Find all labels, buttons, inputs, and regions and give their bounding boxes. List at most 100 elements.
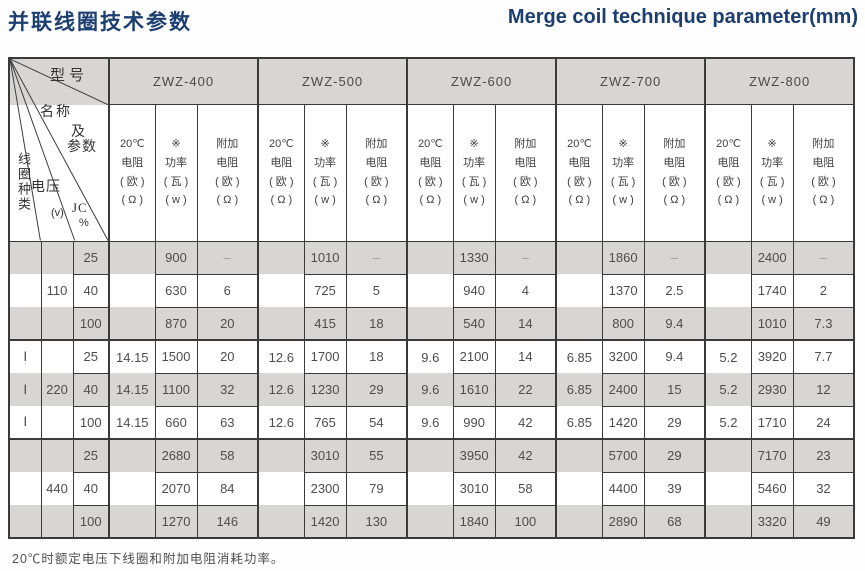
jc-cell: 25 [72, 240, 110, 275]
model-header-row: 型号 名称 及 参数 线圈种类 电压 (v) JC % ZWZ-400 ZWZ-… [8, 57, 855, 242]
power-cell: 1710 [750, 405, 794, 440]
extra-resistance-cell: 20 [196, 339, 259, 374]
power-cell: 3200 [601, 339, 645, 374]
subheader-resistance: 20℃ 电阻 ( 欧 ) ( Ω ) [704, 103, 752, 242]
extra-resistance-cell: 23 [792, 438, 855, 473]
subheader-line: ※ [171, 138, 181, 151]
power-cell: 2070 [154, 471, 198, 506]
resistance-cell: 6.85 [555, 339, 603, 373]
subheader-line: 附加 [514, 138, 537, 151]
subheader-line: ( 欧 ) [215, 175, 240, 188]
resistance-cell: 9.6 [406, 339, 454, 373]
resistance-cell [257, 240, 305, 274]
extra-resistance-cell: 58 [494, 471, 557, 506]
power-cell: 765 [303, 405, 347, 440]
subheader-power: ※ 功率 ( 瓦 ) ( w ) [452, 103, 496, 242]
table-row: 110 40 630 6 725 5 940 4 1370 2.5 1740 2 [8, 273, 855, 308]
voltage-cell [40, 240, 74, 274]
subheader-power: ※ 功率 ( 瓦 ) ( w ) [750, 103, 794, 242]
subheader-resistance: 20℃ 电阻 ( 欧 ) ( Ω ) [555, 103, 603, 242]
corner-label-model: 型号 [50, 67, 89, 84]
subheader-line: 20℃ [567, 138, 592, 151]
subheader-resistance: 20℃ 电阻 ( 欧 ) ( Ω ) [257, 103, 305, 242]
model-header-zwz400: ZWZ-400 [108, 57, 259, 105]
power-cell: 1700 [303, 339, 347, 374]
table-row: 25 900 – 1010 – 1330 – 1860 – 2400 – [8, 240, 855, 275]
power-cell: 940 [452, 273, 496, 308]
voltage-cell [40, 339, 74, 373]
subheader-line: 附加 [812, 138, 835, 151]
extra-resistance-cell: 130 [345, 504, 408, 539]
voltage-cell: 110 [40, 273, 74, 307]
extra-resistance-cell: 84 [196, 471, 259, 506]
resistance-cell: 14.15 [108, 339, 156, 373]
power-cell: 3920 [750, 339, 794, 374]
subheader-line: 电阻 [121, 156, 144, 169]
power-cell: 2300 [303, 471, 347, 506]
jc-cell: 100 [72, 504, 110, 539]
subheader-power: ※ 功率 ( 瓦 ) ( w ) [303, 103, 347, 242]
voltage-cell [40, 306, 74, 341]
extra-resistance-cell: 32 [196, 372, 259, 407]
power-cell: 2400 [750, 240, 794, 275]
extra-resistance-cell: 20 [196, 306, 259, 341]
coil-type-cell [8, 240, 42, 274]
resistance-cell: 5.2 [704, 372, 752, 406]
corner-label-percent: % [79, 217, 89, 229]
subheader-line: ( Ω ) [514, 194, 537, 207]
resistance-cell: 6.85 [555, 372, 603, 406]
subheader-line: ※ [469, 138, 479, 151]
subheader-extra-resistance: 附加 电阻 ( 欧 ) ( Ω ) [643, 103, 706, 242]
extra-resistance-cell: 42 [494, 438, 557, 473]
subheader-line: ( Ω ) [663, 194, 686, 207]
subheader-line: 附加 [663, 138, 686, 151]
subheader-line: ( 瓦 ) [461, 175, 487, 188]
extra-resistance-cell: – [643, 240, 706, 275]
model-header-zwz500: ZWZ-500 [257, 57, 408, 105]
extra-resistance-cell: 4 [494, 273, 557, 308]
subheader-line: 电阻 [568, 156, 591, 169]
resistance-cell [406, 471, 454, 505]
jc-cell: 25 [72, 438, 110, 473]
corner-label-voltage-unit: (v) [51, 207, 64, 219]
extra-resistance-cell: 54 [345, 405, 408, 440]
power-cell: 1420 [303, 504, 347, 539]
coil-type-cell [8, 438, 42, 472]
extra-resistance-cell: 12 [792, 372, 855, 407]
subheader-line: ( 欧 ) [567, 175, 592, 188]
power-cell: 900 [154, 240, 198, 275]
power-cell: 800 [601, 306, 645, 341]
corner-diagonal-lines [10, 59, 109, 240]
table-row: 100 870 20 415 18 540 14 800 9.4 1010 7.… [8, 306, 855, 341]
extra-resistance-cell: 7.3 [792, 306, 855, 341]
subheader-line: ( 欧 ) [120, 175, 145, 188]
page-title-cn: 并联线圈技术参数 [8, 11, 192, 34]
resistance-cell [555, 240, 603, 274]
coil-type-cell: Ⅰ [8, 372, 42, 406]
subheader-line: 电阻 [270, 156, 293, 169]
power-cell: 3010 [303, 438, 347, 473]
power-cell: 870 [154, 306, 198, 341]
subheader-power: ※ 功率 ( 瓦 ) ( w ) [154, 103, 198, 242]
coil-type-cell [8, 273, 42, 307]
subheader-line: 功率 [314, 156, 337, 169]
extra-resistance-cell: 15 [643, 372, 706, 407]
subheader-extra-resistance: 附加 电阻 ( 欧 ) ( Ω ) [196, 103, 259, 242]
corner-label-coil-type: 线圈种类 [16, 152, 31, 212]
extra-resistance-cell: 14 [494, 339, 557, 374]
subheader-line: ( 欧 ) [418, 175, 443, 188]
resistance-cell [704, 306, 752, 341]
power-cell: 3950 [452, 438, 496, 473]
resistance-cell [108, 438, 156, 472]
resistance-cell: 9.6 [406, 405, 454, 440]
voltage-cell [40, 438, 74, 472]
subheader-line: ( Ω ) [568, 194, 591, 207]
subheader-line: 电阻 [365, 156, 388, 169]
extra-resistance-cell: – [345, 240, 408, 275]
subheader-line: ( Ω ) [121, 194, 144, 207]
subheader-line: ( 欧 ) [513, 175, 538, 188]
power-cell: 2400 [601, 372, 645, 407]
resistance-cell: 14.15 [108, 405, 156, 440]
resistance-cell [257, 306, 305, 341]
subheader-line: ( 欧 ) [269, 175, 294, 188]
